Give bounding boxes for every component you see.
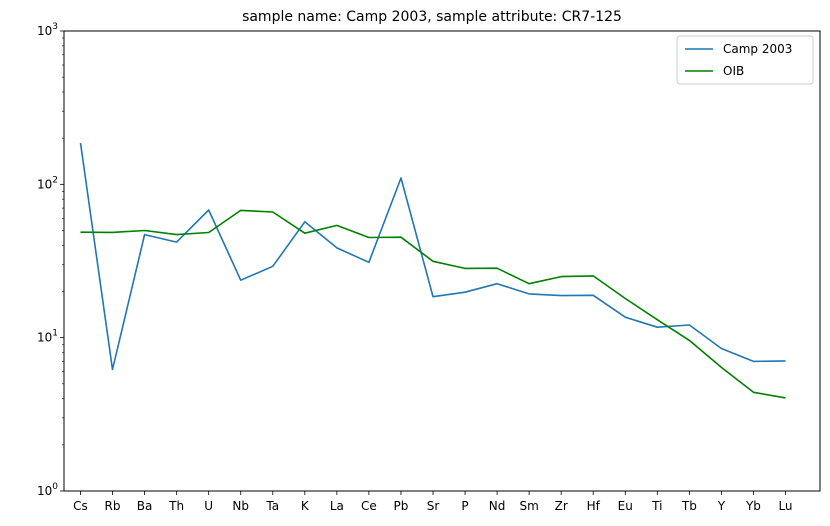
x-tick-label: Sm (519, 499, 538, 513)
legend-label: OIB (723, 64, 744, 78)
series-layer (79, 142, 786, 399)
legend-label: Camp 2003 (723, 42, 792, 56)
y-tick-label: 101 (37, 329, 58, 345)
y-axis: 100 101 102 103 (37, 22, 64, 498)
x-tick-label: Nd (489, 499, 506, 513)
y-tick-label: 103 (37, 22, 58, 38)
x-tick-label: Ta (265, 499, 279, 513)
x-tick-label: Rb (105, 499, 121, 513)
x-tick-label: Y (717, 499, 726, 513)
x-axis: Cs Rb Ba Th U Nb Ta K La Ce Pb Sr P Nd Sm Zr Hf Eu Ti Tb Y Yb… (73, 491, 793, 513)
x-tick-label: K (301, 499, 310, 513)
x-tick-label: La (330, 499, 344, 513)
series-line-1 (80, 209, 786, 399)
chart-title: sample name: Camp 2003, sample attribute… (242, 9, 622, 25)
x-tick-label: Zr (555, 499, 568, 513)
x-tick-label: Hf (587, 499, 601, 513)
x-tick-label: Eu (618, 499, 633, 513)
x-tick-label: Ce (361, 499, 377, 513)
plot-frame (63, 30, 821, 492)
series-line-0 (79, 142, 786, 371)
x-tick-label: Sr (427, 499, 440, 513)
x-tick-label: Yb (745, 499, 761, 513)
legend-box (676, 35, 814, 85)
x-tick-label: Nb (232, 499, 249, 513)
y-tick-label: 102 (37, 175, 58, 191)
legend: Camp 2003 OIB (676, 35, 814, 85)
x-tick-label: Cs (73, 499, 88, 513)
x-tick-label: U (204, 499, 213, 513)
x-tick-label: Ti (651, 499, 662, 513)
x-tick-label: Tb (681, 499, 697, 513)
y-tick-label: 100 (37, 482, 58, 498)
x-tick-label: Lu (778, 499, 792, 513)
x-tick-label: P (461, 499, 468, 513)
x-tick-label: Ba (137, 499, 153, 513)
x-tick-label: Th (168, 499, 184, 513)
x-tick-label: Pb (394, 499, 409, 513)
